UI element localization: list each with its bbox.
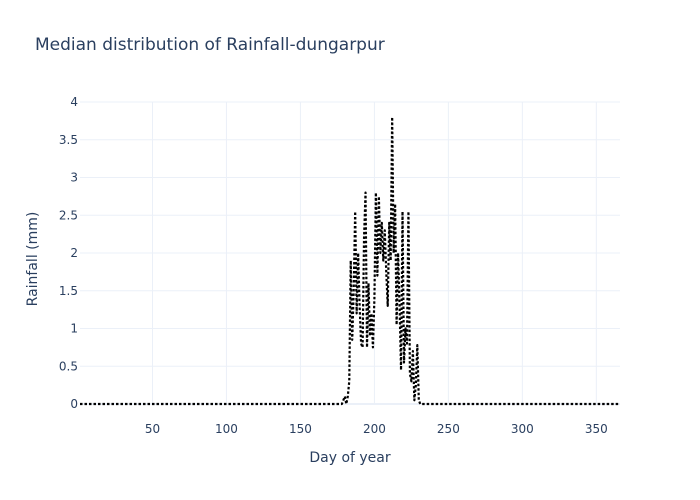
y-tick-label: 0 [70,397,78,411]
y-tick-label: 2 [70,246,78,260]
y-tick-label: 1 [70,322,78,336]
x-tick-label: 300 [511,422,534,436]
chart-title: Median distribution of Rainfall-dungarpu… [35,35,385,55]
y-axis-title: Rainfall (mm) [25,212,41,307]
x-tick-label: 150 [289,422,312,436]
y-tick-label: 3 [70,171,78,185]
y-tick-label: 2.5 [59,208,78,222]
line-layer [80,115,620,406]
rainfall-series-line [80,115,620,406]
y-tick-labels: 0 0.5 1 1.5 2 2.5 3 3.5 4 [59,95,78,411]
y-tick-label: 1.5 [59,284,78,298]
x-tick-label: 100 [215,422,238,436]
y-tick-label: 4 [70,95,78,109]
y-tick-label: 3.5 [59,133,78,147]
x-tick-labels: 50 100 150 200 250 300 350 [145,422,608,436]
x-tick-label: 250 [437,422,460,436]
x-tick-label: 350 [585,422,608,436]
x-tick-label: 200 [363,422,386,436]
x-axis-title: Day of year [309,450,391,466]
y-tick-label: 0.5 [59,359,78,373]
x-tick-label: 50 [145,422,160,436]
